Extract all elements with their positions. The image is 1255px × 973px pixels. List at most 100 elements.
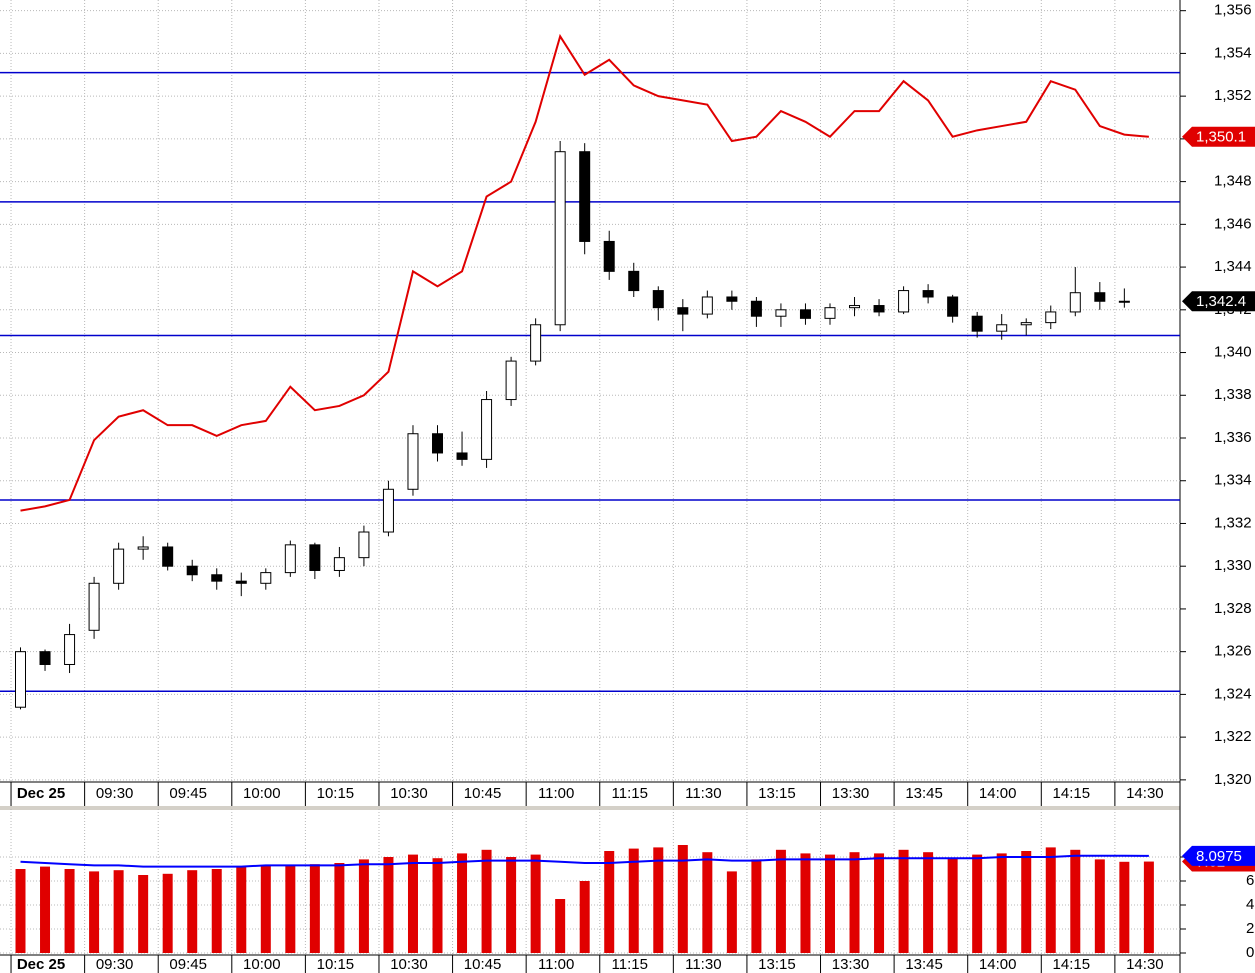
value-tag-label: 1,350.1 bbox=[1196, 129, 1246, 146]
volume-bar bbox=[481, 849, 492, 953]
volume-bar bbox=[751, 859, 762, 953]
x-tick-label: 11:00 bbox=[538, 785, 574, 802]
volume-bar bbox=[358, 859, 369, 953]
volume-bar bbox=[702, 852, 713, 953]
volume-bar bbox=[432, 858, 443, 953]
candle-body bbox=[235, 580, 247, 584]
x-tick-label: 09:30 bbox=[96, 956, 134, 973]
volume-bar bbox=[64, 869, 75, 953]
x-tick-label: 13:45 bbox=[905, 785, 943, 802]
line-series bbox=[20, 33, 1149, 512]
x-tick-label: 10:45 bbox=[464, 956, 502, 973]
candle-body bbox=[1045, 311, 1057, 324]
candle-body bbox=[39, 651, 51, 665]
candle-body bbox=[456, 452, 468, 460]
y-tick-label: 1,338 bbox=[1214, 386, 1252, 403]
x-tick-label: 10:30 bbox=[390, 785, 428, 802]
candle-body bbox=[652, 290, 664, 309]
candle-body bbox=[677, 307, 689, 315]
x-tick-label: 14:15 bbox=[1053, 956, 1091, 973]
x-tick-label: Dec 25 bbox=[17, 785, 65, 802]
volume-bar bbox=[187, 870, 198, 953]
y-tick-label: 1,352 bbox=[1214, 87, 1252, 104]
y-tick-label: 1,344 bbox=[1214, 258, 1252, 275]
volume-bar bbox=[383, 857, 394, 953]
volume-bar bbox=[334, 863, 345, 953]
y-tick-label: 1,322 bbox=[1214, 728, 1252, 745]
candle-body bbox=[186, 565, 198, 576]
volume-bar bbox=[162, 873, 173, 953]
x-tick-label: 13:30 bbox=[832, 785, 870, 802]
candle-body bbox=[432, 433, 444, 454]
y-tick-label: 4 bbox=[1246, 896, 1254, 913]
volume-bar bbox=[260, 865, 271, 953]
y-tick-label: 1,346 bbox=[1214, 215, 1252, 232]
candle-body bbox=[162, 546, 174, 567]
y-tick-label: 1,354 bbox=[1214, 44, 1252, 61]
x-tick-label: Dec 25 bbox=[17, 956, 65, 973]
candle-body bbox=[1020, 322, 1032, 326]
volume-bar bbox=[555, 899, 566, 953]
x-tick-label: 13:15 bbox=[758, 785, 796, 802]
candle-body bbox=[579, 151, 591, 242]
x-tick-label: 11:30 bbox=[685, 785, 721, 802]
volume-bar bbox=[89, 871, 100, 953]
candle-body bbox=[603, 240, 615, 272]
volume-bar bbox=[653, 847, 664, 953]
candle-body bbox=[333, 557, 345, 571]
candle-body bbox=[481, 399, 493, 460]
y-tick-label: 1,336 bbox=[1214, 429, 1252, 446]
volume-bar bbox=[1021, 851, 1032, 953]
volume-bar bbox=[824, 854, 835, 953]
volume-bar bbox=[1119, 861, 1130, 953]
x-tick-label: 14:15 bbox=[1053, 785, 1091, 802]
x-tick-label: 10:15 bbox=[317, 785, 355, 802]
candle-body bbox=[309, 544, 321, 571]
x-tick-label: 10:45 bbox=[464, 785, 502, 802]
volume-bar bbox=[211, 869, 222, 953]
candle-body bbox=[996, 324, 1008, 332]
volume-bar bbox=[530, 854, 541, 953]
volume-bar bbox=[947, 858, 958, 953]
volume-bar bbox=[40, 866, 51, 953]
candle-body bbox=[505, 360, 517, 401]
y-tick-label: 1,326 bbox=[1214, 643, 1252, 660]
volume-bar bbox=[113, 870, 124, 953]
y-tick-label: 0 bbox=[1246, 944, 1254, 961]
x-tick-label: 13:15 bbox=[758, 956, 796, 973]
x-tick-label: 10:30 bbox=[390, 956, 428, 973]
volume-bar bbox=[898, 849, 909, 953]
value-tag bbox=[1182, 845, 1255, 866]
x-tick-label: 14:00 bbox=[979, 956, 1017, 973]
x-tick-label: 09:45 bbox=[169, 956, 207, 973]
candle-body bbox=[358, 531, 370, 559]
value-tag-label: 8.0975 bbox=[1196, 848, 1242, 865]
value-tag bbox=[1182, 291, 1255, 312]
volume-bar bbox=[1094, 859, 1105, 953]
x-tick-label: 11:30 bbox=[685, 956, 721, 973]
x-tick-label: 09:45 bbox=[169, 785, 207, 802]
candle-body bbox=[211, 574, 223, 582]
volume-bar bbox=[923, 852, 934, 953]
volume-bar bbox=[972, 854, 983, 953]
candle-body bbox=[88, 582, 100, 631]
y-tick-label: 6 bbox=[1246, 872, 1254, 889]
candle-body bbox=[775, 309, 787, 317]
volume-bar bbox=[1143, 861, 1154, 953]
volume-bar bbox=[1045, 847, 1056, 953]
candle-body bbox=[947, 296, 959, 317]
x-tick-label: 10:00 bbox=[243, 785, 281, 802]
candle-body bbox=[382, 488, 394, 533]
x-tick-label: 10:00 bbox=[243, 956, 281, 973]
panel-separator bbox=[0, 806, 1180, 810]
candle-body bbox=[530, 324, 542, 362]
value-tag bbox=[1182, 126, 1255, 147]
value-tag-label: 1,342.4 bbox=[1196, 293, 1246, 310]
candle-body bbox=[799, 309, 811, 319]
y-tick-label: 1,340 bbox=[1214, 344, 1252, 361]
x-tick-label: 11:15 bbox=[612, 956, 648, 973]
y-tick-label: 1,332 bbox=[1214, 514, 1252, 531]
x-tick-label: 14:00 bbox=[979, 785, 1017, 802]
